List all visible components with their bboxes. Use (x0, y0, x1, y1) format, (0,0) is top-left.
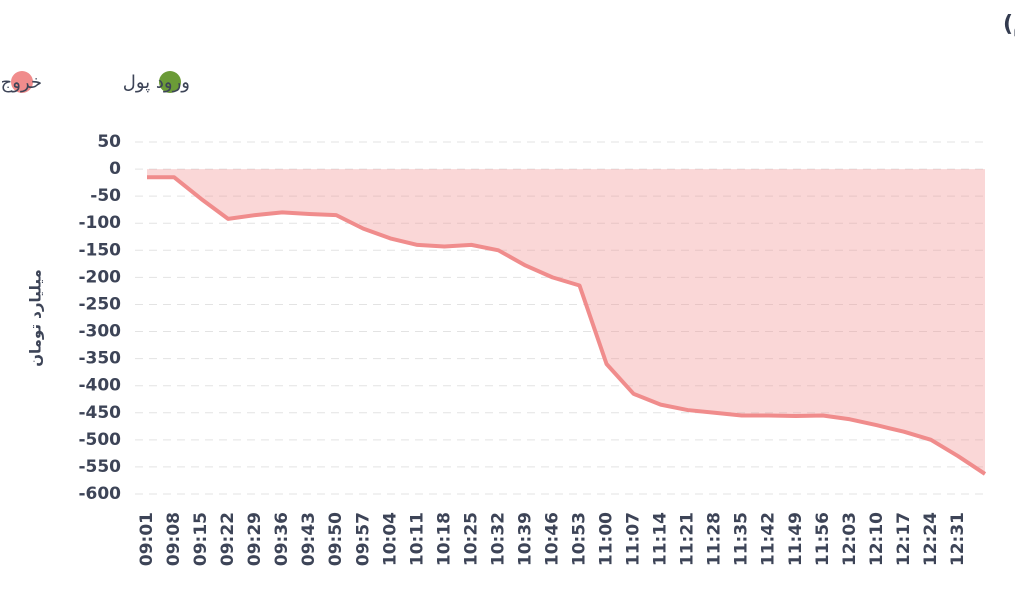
y-tick-label: -400 (78, 376, 121, 396)
x-tick-label: 12:24 (921, 512, 941, 566)
legend-label: خروج پول (0, 72, 42, 93)
x-tick-label: 09:01 (137, 512, 157, 566)
x-tick-label: 12:17 (894, 512, 914, 566)
x-tick-label: 12:10 (867, 512, 887, 566)
x-tick-label: 11:21 (678, 512, 698, 566)
x-tick-label: 09:36 (272, 512, 292, 566)
y-tick-label: -50 (90, 186, 121, 206)
x-tick-label: 12:31 (948, 512, 968, 566)
x-tick-label: 09:15 (191, 512, 211, 566)
y-tick-label: 0 (109, 159, 121, 179)
x-tick-label: 10:53 (570, 512, 590, 566)
x-tick-label: 11:07 (624, 512, 644, 566)
x-tick-label: 11:42 (759, 512, 779, 566)
y-tick-label: -300 (78, 322, 121, 342)
y-tick-label: -200 (78, 267, 121, 287)
y-tick-label: 50 (97, 132, 121, 152)
x-tick-label: 11:35 (732, 512, 752, 566)
x-tick-label: 09:57 (353, 512, 373, 566)
legend-label: ورود پول (123, 72, 190, 93)
x-tick-label: 11:49 (786, 512, 806, 566)
y-tick-label: -600 (78, 484, 121, 504)
y-tick-label: -450 (78, 403, 121, 423)
x-tick-label: 10:32 (488, 512, 508, 566)
x-tick-label: 09:08 (164, 512, 184, 566)
y-tick-label: -550 (78, 457, 121, 477)
x-tick-label: 12:03 (840, 512, 860, 566)
y-axis-label: میلیارد تومان (27, 269, 45, 367)
x-tick-label: 10:11 (407, 512, 427, 566)
x-tick-label: 10:25 (461, 512, 481, 566)
x-tick-label: 10:46 (542, 512, 562, 566)
y-tick-label: -250 (78, 294, 121, 314)
x-tick-label: 11:28 (705, 512, 725, 566)
y-tick-label: -500 (78, 430, 121, 450)
line (147, 175, 987, 476)
x-tick-label: 11:56 (813, 512, 833, 566)
x-tick-label: 09:29 (245, 512, 265, 566)
legend-marker (159, 71, 181, 93)
x-tick-label: 11:14 (651, 512, 671, 566)
x-tick-label: 09:43 (299, 512, 319, 566)
y-tick-label: -100 (78, 213, 121, 233)
area (147, 169, 985, 474)
chart-title: روند تغییر مالکیت حقیقی (سهام و حق تقدم) (1003, 12, 1015, 37)
y-tick-label: -350 (78, 349, 121, 369)
x-tick-label: 10:39 (515, 512, 535, 566)
y-tick-label: -150 (78, 240, 121, 260)
x-tick-label: 09:22 (218, 512, 238, 566)
x-tick-label: 10:18 (434, 512, 454, 566)
x-tick-label: 09:50 (326, 512, 346, 566)
legend-marker (11, 71, 33, 93)
x-tick-label: 10:04 (380, 512, 400, 566)
x-tick-label: 11:00 (597, 512, 617, 566)
